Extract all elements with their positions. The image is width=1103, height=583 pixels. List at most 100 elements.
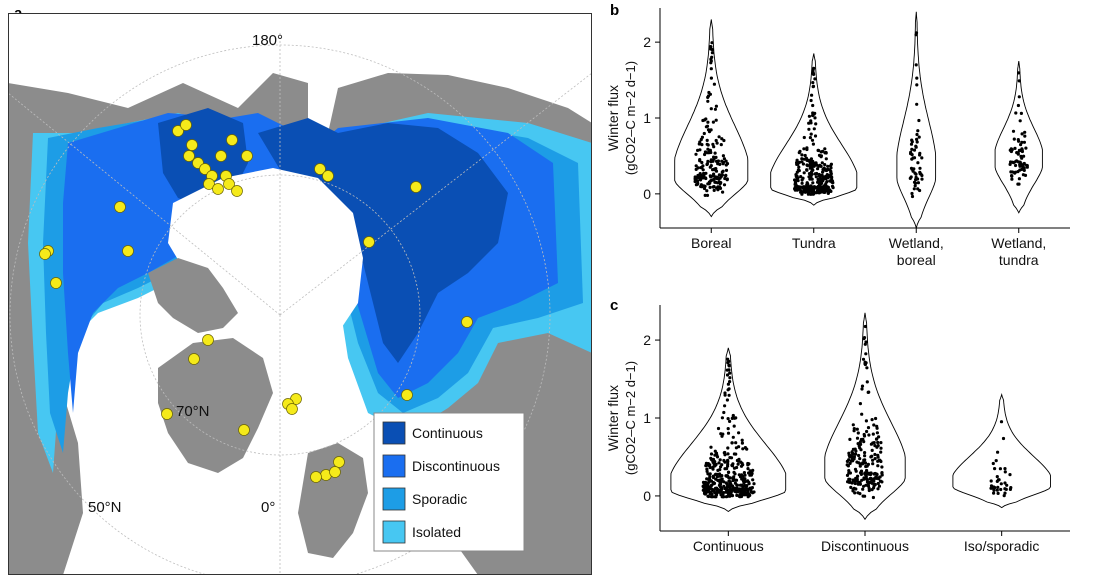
data-point	[745, 447, 749, 451]
data-point	[703, 492, 707, 496]
data-point	[701, 164, 705, 168]
data-point	[802, 147, 806, 151]
data-point	[860, 384, 865, 388]
data-point	[875, 431, 879, 435]
data-point	[918, 151, 922, 155]
data-point	[724, 174, 728, 178]
data-point	[826, 164, 830, 168]
data-point	[726, 470, 731, 474]
data-point	[825, 189, 829, 193]
data-point	[1023, 134, 1027, 138]
data-point	[873, 452, 877, 457]
data-point	[698, 178, 703, 182]
data-point	[719, 465, 723, 469]
data-point	[723, 450, 727, 455]
y-axis-label-line2: (gCO2–C m−2 d−1)	[623, 361, 638, 475]
data-point	[714, 495, 718, 499]
data-point	[727, 479, 731, 483]
data-point	[705, 189, 709, 193]
data-point	[996, 450, 1000, 454]
data-point	[709, 76, 713, 80]
data-point	[817, 148, 821, 153]
data-point	[713, 167, 717, 171]
data-point	[723, 176, 727, 181]
data-point	[746, 463, 750, 467]
data-point	[795, 188, 799, 192]
data-point	[703, 193, 707, 197]
data-point	[1017, 71, 1021, 75]
data-point	[1010, 177, 1014, 181]
data-point	[819, 150, 823, 154]
site-marker	[114, 201, 126, 213]
violin-outline	[770, 53, 858, 206]
data-point	[810, 93, 814, 97]
data-point	[1018, 163, 1022, 167]
data-point	[712, 489, 716, 493]
data-point	[852, 429, 856, 433]
data-point	[915, 83, 919, 87]
data-point	[876, 444, 880, 448]
data-point	[713, 473, 717, 477]
data-point	[800, 192, 804, 196]
site-marker	[223, 178, 235, 190]
data-point	[706, 472, 710, 476]
data-point	[810, 138, 815, 142]
data-point	[726, 452, 730, 456]
data-point	[856, 431, 860, 435]
data-point	[751, 468, 755, 472]
data-point	[718, 458, 722, 462]
data-point	[992, 491, 996, 495]
data-point	[735, 493, 739, 497]
data-point	[714, 477, 718, 481]
data-point	[702, 484, 706, 488]
data-point	[860, 412, 864, 416]
data-point	[735, 483, 739, 487]
data-point	[1017, 95, 1021, 99]
data-point	[823, 163, 827, 167]
data-point	[847, 480, 851, 484]
data-point	[705, 124, 710, 128]
data-point	[720, 434, 724, 438]
data-point	[916, 129, 920, 133]
data-point	[722, 157, 726, 161]
data-point	[870, 478, 874, 482]
data-point	[910, 191, 914, 196]
data-point	[731, 435, 735, 439]
data-point	[707, 479, 711, 484]
data-point	[811, 192, 815, 196]
data-point	[808, 136, 812, 140]
data-point	[743, 491, 748, 495]
data-point	[723, 393, 727, 397]
data-point	[920, 173, 924, 178]
data-point	[712, 157, 716, 161]
site-marker	[401, 389, 413, 401]
x-tick-label: Continuous	[693, 538, 764, 554]
data-point	[1013, 146, 1017, 150]
data-point	[876, 455, 880, 459]
data-point	[989, 479, 993, 483]
data-point	[705, 469, 709, 473]
violin-outline	[994, 61, 1043, 214]
data-point	[714, 463, 718, 467]
data-point	[854, 452, 858, 456]
data-point	[723, 404, 727, 408]
data-point	[1018, 119, 1022, 123]
data-point	[866, 426, 871, 430]
data-point	[710, 483, 714, 487]
data-point	[705, 142, 709, 146]
data-point	[695, 182, 699, 186]
data-point	[862, 434, 867, 438]
data-point	[811, 142, 815, 146]
data-point	[800, 160, 804, 164]
data-point	[730, 464, 735, 468]
data-point	[863, 324, 867, 329]
site-marker	[310, 471, 322, 483]
data-point	[732, 475, 736, 479]
data-point	[700, 143, 704, 147]
data-point	[743, 483, 747, 488]
data-point	[864, 419, 868, 423]
data-point	[706, 486, 710, 490]
data-point	[829, 189, 833, 193]
x-tick-label: Boreal	[691, 235, 731, 251]
data-point	[825, 185, 829, 189]
